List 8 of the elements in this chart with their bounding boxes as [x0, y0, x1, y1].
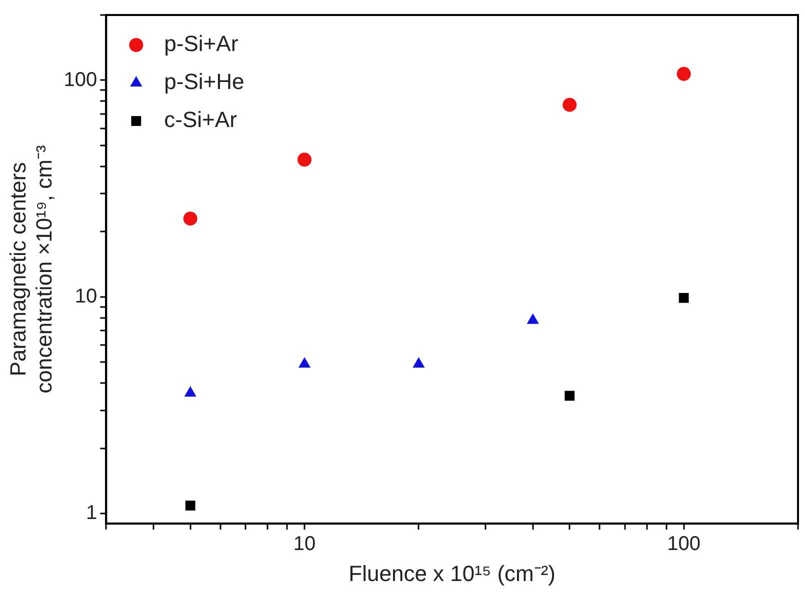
legend-label: c-Si+Ar: [164, 107, 237, 132]
x-axis-title: Fluence x 10¹⁵ (cm⁻²): [348, 560, 556, 586]
y-axis-title: Paramagnetic centers concentration ×10¹⁹, cm⁻³: [5, 145, 57, 394]
legend-label: p-Si+He: [164, 69, 244, 94]
legend-label: p-Si+Ar: [164, 31, 238, 56]
y-tick-label: 1: [86, 502, 98, 524]
y-tick-label: 10: [74, 285, 98, 308]
y-tick-label: 100: [64, 68, 98, 91]
